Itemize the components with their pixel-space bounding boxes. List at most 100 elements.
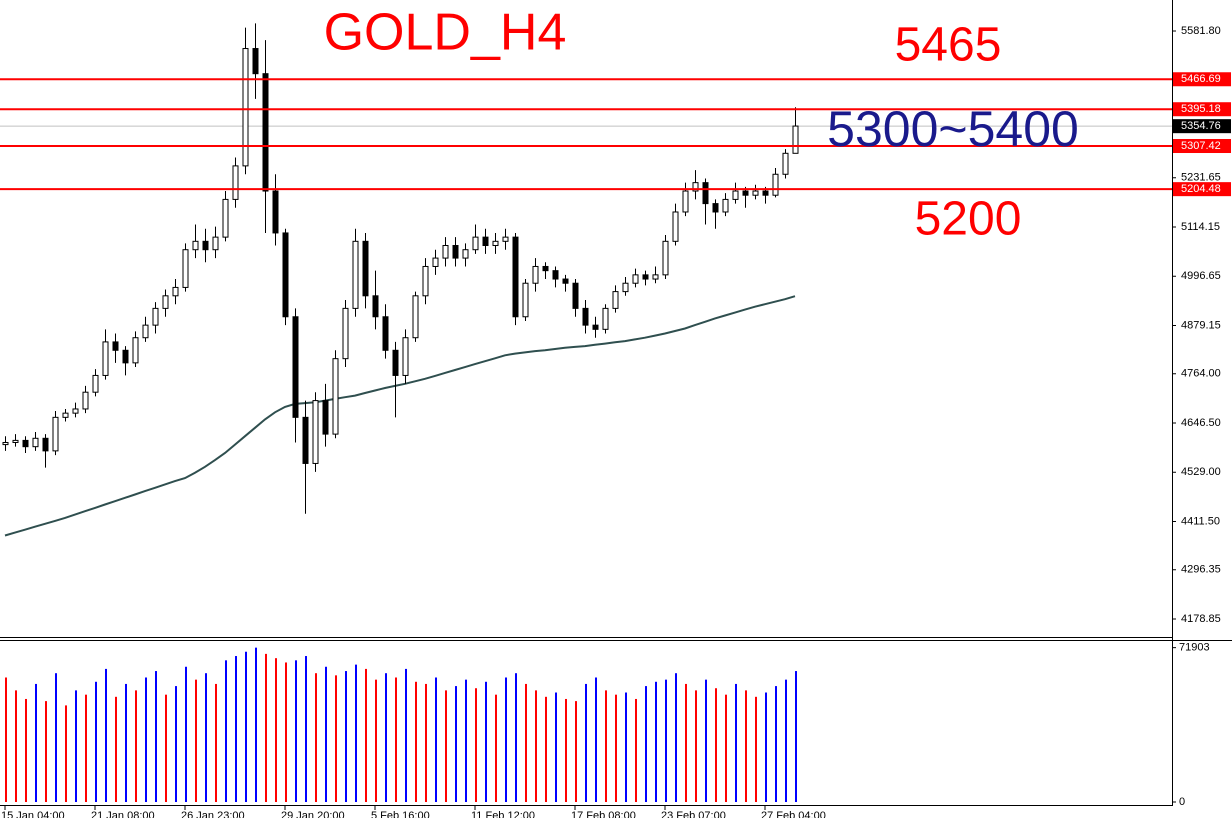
candle-body [142, 324, 149, 339]
candle-body [352, 240, 359, 309]
volume-bar [95, 681, 97, 802]
y-tick-label: 4764.00 [1181, 368, 1221, 380]
candle-body [332, 358, 339, 435]
volume-bar [205, 673, 207, 802]
candle-body [472, 236, 479, 251]
candle-body [612, 291, 619, 309]
last-price-box [1173, 119, 1231, 134]
y-tick-label: 5114.15 [1181, 221, 1220, 233]
volume-bar [65, 705, 67, 802]
y-tick-label: 4646.50 [1181, 417, 1221, 429]
candle-body [292, 316, 299, 418]
volume-bar [225, 660, 227, 802]
volume-bar [415, 681, 417, 802]
volume-bar [655, 681, 657, 802]
candle-body [642, 274, 649, 280]
candle-body [252, 48, 259, 75]
candle-body [2, 441, 9, 446]
x-tick-label: 27 Feb 04:00 [761, 810, 826, 818]
volume-bar [545, 696, 547, 802]
candle-body [502, 236, 509, 242]
candle-body [102, 341, 109, 376]
volume-bar [5, 677, 7, 802]
candle-body [402, 337, 409, 376]
volume-bar [585, 683, 587, 802]
level-label: 5466.69 [1181, 73, 1221, 85]
volume-bar [645, 686, 647, 802]
volume-bar [185, 666, 187, 802]
candle-body [162, 295, 169, 309]
x-tick-label: 15 Jan 04:00 [1, 810, 65, 818]
candle-body [622, 282, 629, 293]
volume-bar [465, 679, 467, 802]
candle-body [652, 274, 659, 280]
volume-bar [145, 677, 147, 802]
volume-bar [455, 686, 457, 802]
candle-body [422, 265, 429, 297]
volume-bar [385, 673, 387, 802]
volume-bar [715, 688, 717, 802]
x-tick-label: 26 Jan 23:00 [181, 810, 245, 818]
volume-bar [635, 698, 637, 802]
volume-bar [435, 677, 437, 802]
candle-body [742, 190, 749, 196]
candle-body [462, 249, 469, 259]
candle-body [302, 416, 309, 464]
candle-body [132, 337, 139, 364]
candle-body [112, 341, 119, 351]
level-label-box [1173, 72, 1231, 87]
y-tick-label: 4879.15 [1181, 319, 1221, 331]
annotation: 5200 [915, 193, 1022, 246]
volume-bar [535, 690, 537, 802]
x-tick-label: 11 Feb 12:00 [471, 810, 535, 818]
candle-body [682, 190, 689, 213]
candle-body [312, 400, 319, 464]
volume-bar [345, 671, 347, 802]
x-tick-label: 21 Jan 08:00 [91, 810, 155, 818]
candle-body [792, 125, 799, 154]
volume-bar [755, 696, 757, 802]
candle-body [222, 198, 229, 238]
annotation: 5300~5400 [827, 101, 1079, 157]
candle-body [192, 240, 199, 251]
volume-bar [215, 683, 217, 802]
volume-bar [595, 677, 597, 802]
volume-bar [15, 690, 17, 802]
y-tick-label: 4996.65 [1181, 270, 1221, 282]
volume-bar [115, 696, 117, 802]
volume-bar [125, 683, 127, 802]
level-label-box [1173, 102, 1231, 117]
volume-bar [405, 668, 407, 802]
candle-body [452, 245, 459, 259]
candle-body [212, 236, 219, 251]
volume-bar [485, 681, 487, 802]
volume-bar [525, 683, 527, 802]
candle-body [12, 439, 19, 443]
volume-bar [135, 690, 137, 802]
volume-bar [735, 683, 737, 802]
candle-body [702, 182, 709, 205]
candle-body [782, 152, 789, 175]
volume-bar [475, 688, 477, 802]
volume-bar [785, 679, 787, 802]
volume-bar [325, 666, 327, 802]
x-tick-label: 29 Jan 20:00 [281, 810, 345, 818]
y-tick-label: 4296.35 [1181, 564, 1221, 576]
volume-bar [685, 683, 687, 802]
candle-body [202, 240, 209, 251]
candle-body [512, 236, 519, 318]
volume-bar [295, 660, 297, 802]
volume-bar [355, 664, 357, 802]
moving-average [4, 295, 796, 537]
volume-bar [665, 679, 667, 802]
annotation: 5465 [895, 19, 1002, 72]
volume-bar [235, 656, 237, 802]
volume-bar [315, 673, 317, 802]
x-tick-label: 5 Feb 16:00 [371, 810, 430, 818]
volume-bar [445, 690, 447, 802]
candle-body [82, 391, 89, 410]
volume-bar [795, 671, 797, 802]
volume-tick-label: 0 [1179, 796, 1185, 808]
candle-body [62, 412, 69, 418]
volume-bar [375, 679, 377, 802]
